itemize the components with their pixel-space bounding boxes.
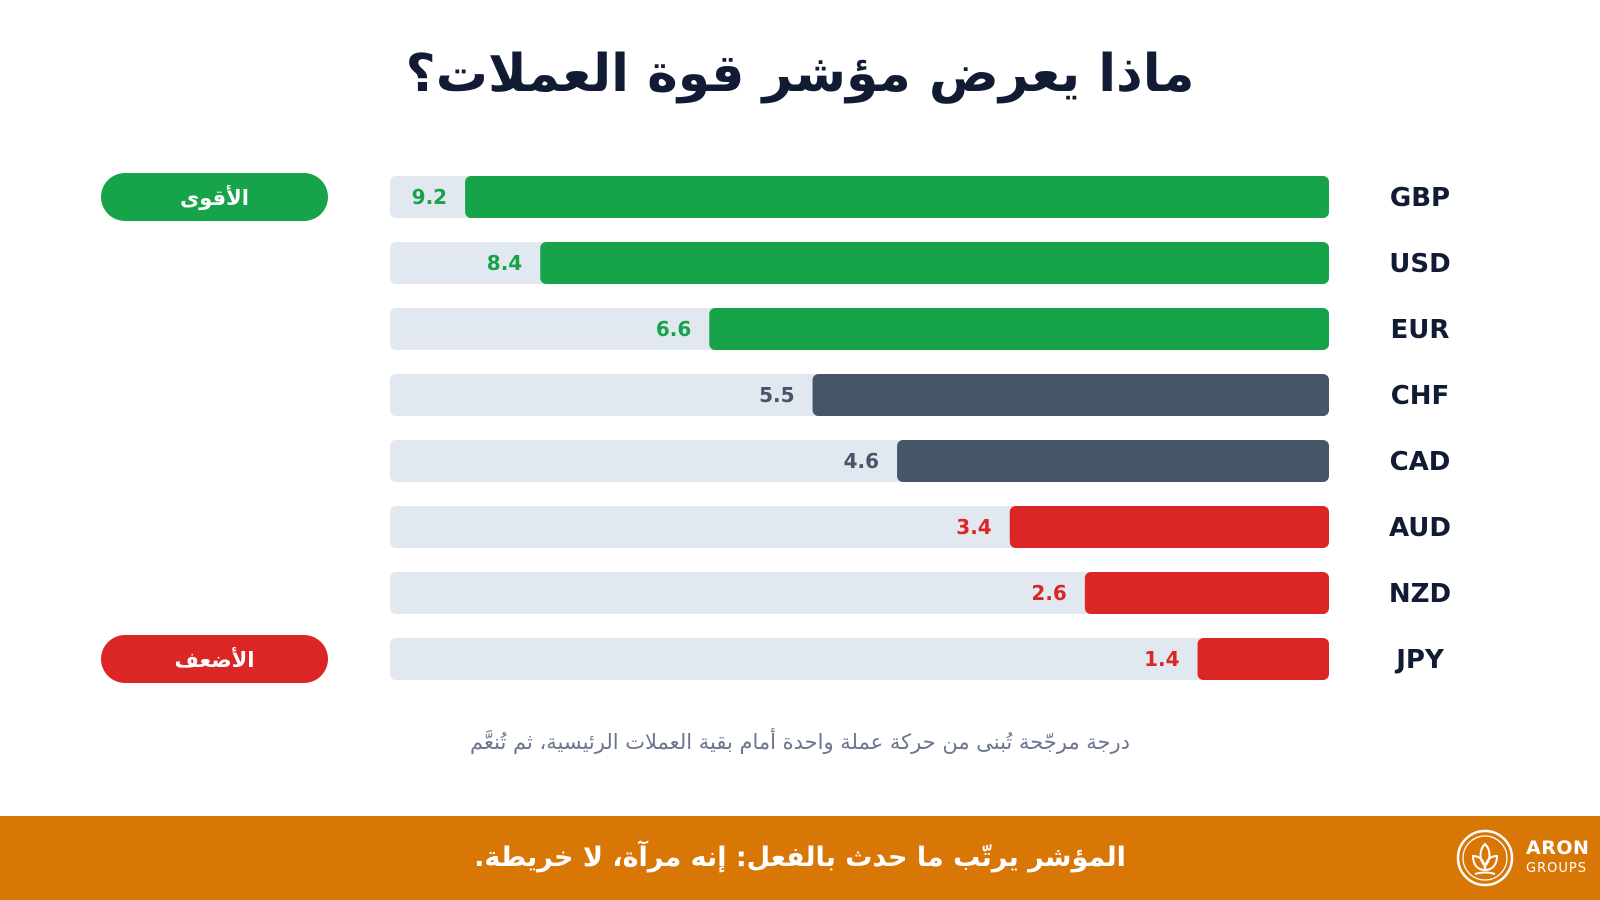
category-label-gbp: GBP: [1390, 183, 1450, 213]
logo-name: ARON: [1526, 837, 1590, 859]
footer-text: المؤشر يرتّب ما حدث بالفعل: إنه مرآة، لا…: [474, 842, 1126, 873]
value-label-usd: 8.4: [487, 251, 522, 275]
category-label-jpy: JPY: [1394, 645, 1445, 675]
bar-jpy: [1197, 638, 1329, 680]
strongest-badge-label: الأقوى: [180, 184, 249, 210]
category-label-nzd: NZD: [1389, 579, 1451, 609]
strongest-badge: [101, 173, 328, 221]
bar-nzd: [1084, 572, 1329, 614]
bar-aud: [1009, 506, 1329, 548]
category-label-chf: CHF: [1391, 381, 1450, 411]
footer-banner: المؤشر يرتّب ما حدث بالفعل: إنه مرآة، لا…: [0, 816, 1600, 900]
value-label-cad: 4.6: [844, 449, 879, 473]
logo-subtitle: GROUPS: [1526, 861, 1587, 876]
bar-eur: [709, 308, 1329, 350]
bar-usd: [540, 242, 1329, 284]
weakest-badge: [101, 635, 328, 683]
value-label-aud: 3.4: [956, 515, 991, 539]
bar-track-jpy: [390, 638, 1329, 680]
brand-logo: ARON GROUPS: [1455, 828, 1590, 888]
chart-subtitle: درجة مرجّحة تُبنى من حركة عملة واحدة أما…: [470, 730, 1130, 754]
category-label-eur: EUR: [1391, 315, 1450, 345]
value-label-gbp: 9.2: [412, 185, 447, 209]
category-label-usd: USD: [1389, 249, 1450, 279]
value-label-nzd: 2.6: [1031, 581, 1066, 605]
bar-chart: 9.2 GBP 8.4 USD 6.6 EUR 5.5 CHF 4.6 CAD 3.4 AUD 2.6 N…: [101, 173, 1451, 683]
category-label-aud: AUD: [1389, 513, 1451, 543]
value-label-jpy: 1.4: [1144, 647, 1179, 671]
value-label-chf: 5.5: [759, 383, 794, 407]
category-label-cad: CAD: [1390, 447, 1451, 477]
bar-chf: [812, 374, 1329, 416]
value-label-eur: 6.6: [656, 317, 691, 341]
bar-gbp: [465, 176, 1329, 218]
leaf-logo-icon: [1456, 829, 1514, 887]
bar-cad: [897, 440, 1329, 482]
weakest-badge-label: الأضعف: [175, 646, 255, 672]
chart-title: ماذا يعرض مؤشر قوة العملات؟: [405, 44, 1195, 104]
